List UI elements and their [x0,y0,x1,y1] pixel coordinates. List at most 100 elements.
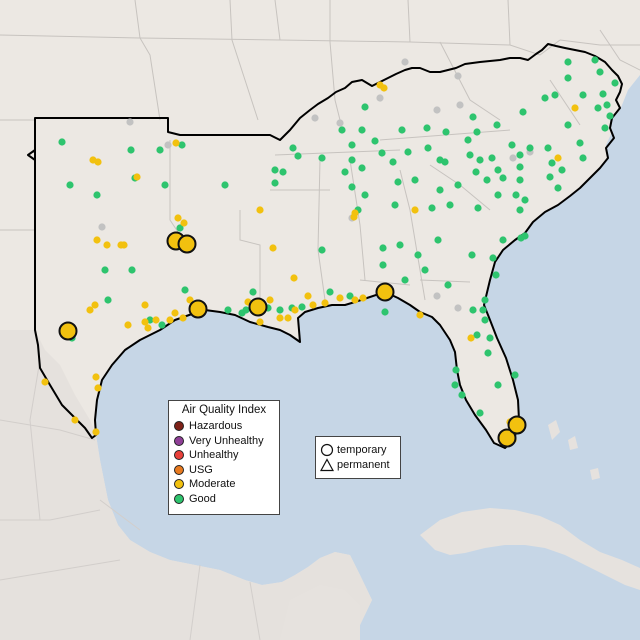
station-marker-large[interactable] [248,297,268,317]
station-marker[interactable] [350,213,358,221]
station-marker[interactable] [156,146,164,154]
station-marker[interactable] [579,154,587,162]
station-marker[interactable] [361,103,369,111]
station-marker[interactable] [98,223,106,231]
station-marker[interactable] [41,378,49,386]
station-marker[interactable] [276,314,284,322]
station-marker[interactable] [488,154,496,162]
station-marker[interactable] [493,121,501,129]
station-marker[interactable] [256,206,264,214]
station-marker[interactable] [144,324,152,332]
station-marker[interactable] [359,294,367,302]
station-marker[interactable] [161,181,169,189]
station-marker[interactable] [391,201,399,209]
station-marker[interactable] [179,314,187,322]
station-marker-large[interactable] [58,321,78,341]
station-marker[interactable] [434,236,442,244]
station-marker[interactable] [284,314,292,322]
station-marker[interactable] [321,299,329,307]
station-marker[interactable] [58,138,66,146]
station-marker[interactable] [494,166,502,174]
station-marker[interactable] [152,316,160,324]
station-marker[interactable] [454,72,462,80]
station-marker[interactable] [172,139,180,147]
station-marker[interactable] [128,266,136,274]
station-marker[interactable] [454,181,462,189]
station-marker[interactable] [436,186,444,194]
station-marker[interactable] [551,91,559,99]
station-marker[interactable] [469,113,477,121]
station-marker[interactable] [271,179,279,187]
station-marker[interactable] [249,288,257,296]
station-marker[interactable] [452,366,460,374]
station-marker[interactable] [519,108,527,116]
station-marker[interactable] [133,173,141,181]
station-marker[interactable] [158,321,166,329]
station-marker[interactable] [603,101,611,109]
station-marker[interactable] [596,68,604,76]
station-marker[interactable] [508,141,516,149]
station-marker[interactable] [290,274,298,282]
station-marker[interactable] [91,301,99,309]
station-marker[interactable] [171,309,179,317]
station-marker[interactable] [93,191,101,199]
station-marker[interactable] [311,114,319,122]
station-marker[interactable] [564,121,572,129]
station-marker[interactable] [521,232,529,240]
station-marker[interactable] [71,416,79,424]
station-marker[interactable] [606,112,614,120]
station-marker[interactable] [351,296,359,304]
station-marker[interactable] [526,144,534,152]
station-marker[interactable] [164,141,172,149]
station-marker[interactable] [454,304,462,312]
station-marker[interactable] [544,144,552,152]
station-marker-large[interactable] [497,428,517,448]
station-marker[interactable] [376,94,384,102]
station-marker[interactable] [93,236,101,244]
station-marker[interactable] [476,409,484,417]
station-marker[interactable] [481,316,489,324]
station-marker[interactable] [221,181,229,189]
station-marker-large[interactable] [177,234,197,254]
station-marker[interactable] [256,318,264,326]
station-marker[interactable] [398,126,406,134]
station-marker[interactable] [576,139,584,147]
station-marker[interactable] [546,173,554,181]
station-marker[interactable] [611,79,619,87]
station-marker[interactable] [318,246,326,254]
station-marker[interactable] [166,316,174,324]
station-marker[interactable] [271,166,279,174]
station-marker[interactable] [101,266,109,274]
station-marker[interactable] [401,58,409,66]
station-marker[interactable] [494,191,502,199]
station-marker[interactable] [499,236,507,244]
station-marker[interactable] [141,301,149,309]
station-marker[interactable] [371,137,379,145]
station-marker[interactable] [242,306,250,314]
station-marker[interactable] [309,301,317,309]
station-marker[interactable] [326,288,334,296]
station-marker[interactable] [472,168,480,176]
station-marker[interactable] [336,294,344,302]
station-marker[interactable] [481,296,489,304]
station-marker[interactable] [291,306,299,314]
station-marker[interactable] [289,144,297,152]
station-marker[interactable] [341,168,349,176]
station-marker-large[interactable] [375,282,395,302]
station-marker[interactable] [414,251,422,259]
station-marker[interactable] [492,271,500,279]
station-marker[interactable] [509,154,517,162]
station-marker[interactable] [516,151,524,159]
station-marker[interactable] [554,154,562,162]
station-marker[interactable] [458,391,466,399]
station-marker[interactable] [484,349,492,357]
station-marker[interactable] [348,156,356,164]
station-marker[interactable] [186,296,194,304]
station-marker[interactable] [180,219,188,227]
station-marker[interactable] [94,158,102,166]
station-marker[interactable] [464,136,472,144]
station-marker[interactable] [336,119,344,127]
station-marker[interactable] [92,373,100,381]
station-marker[interactable] [473,331,481,339]
station-marker[interactable] [338,126,346,134]
